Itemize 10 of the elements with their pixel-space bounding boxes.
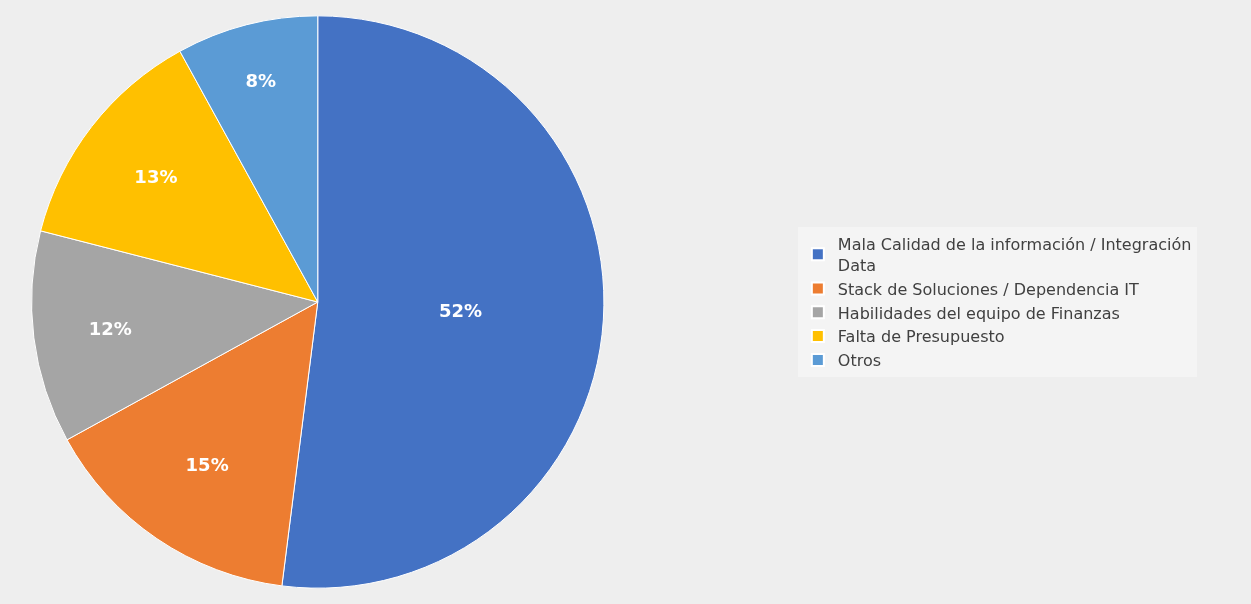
data-label: 52% bbox=[439, 300, 483, 322]
legend-label: Otros bbox=[837, 351, 882, 371]
data-label: 12% bbox=[88, 317, 132, 339]
legend-label: Mala Calidad de la información / Integración Data bbox=[837, 235, 1192, 275]
data-label: 8% bbox=[245, 69, 277, 91]
legend-label: Stack de Soluciones / Dependencia IT bbox=[837, 279, 1140, 299]
data-label: 13% bbox=[134, 165, 178, 187]
data-label: 15% bbox=[185, 454, 229, 476]
legend-label: Habilidades del equipo de Finanzas bbox=[837, 303, 1120, 323]
legend-label: Falta de Presupuesto bbox=[837, 327, 1005, 347]
